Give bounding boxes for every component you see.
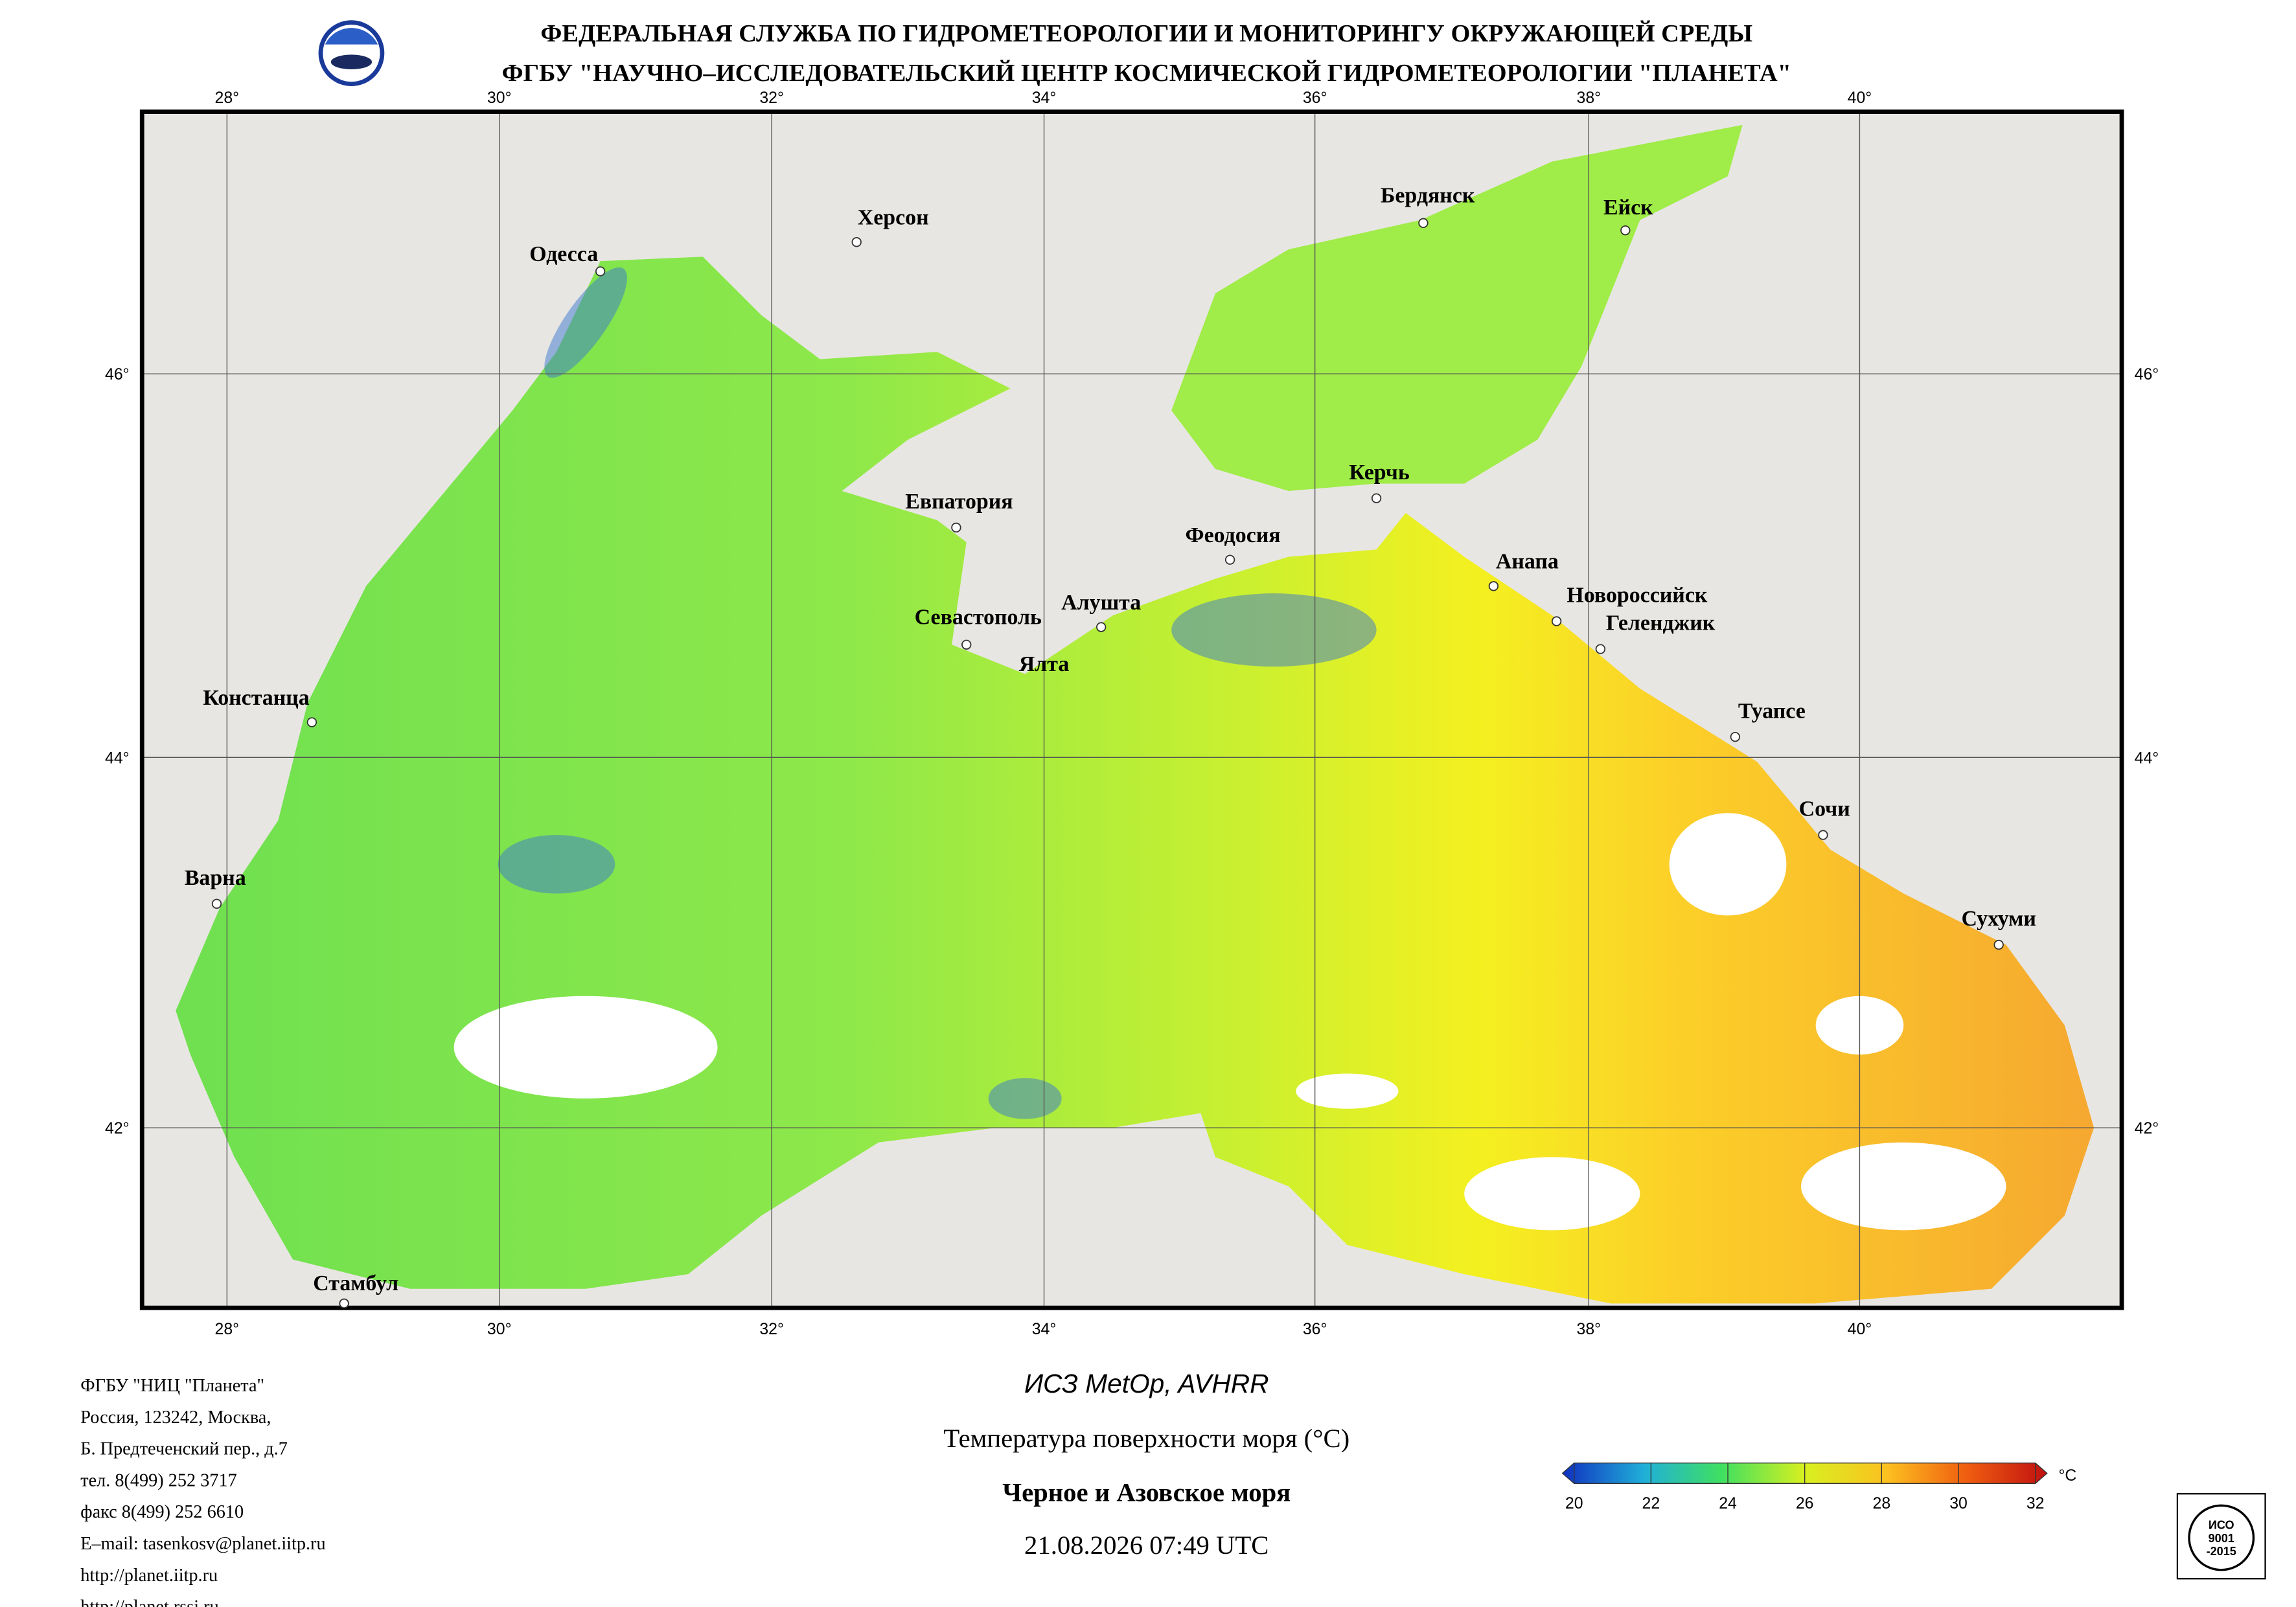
city-dot <box>1418 218 1429 229</box>
city-label: Туапсе <box>1738 699 1806 723</box>
contact-line: E–mail: tasenkosv@planet.iitp.ru <box>80 1534 325 1554</box>
city-dot <box>961 639 972 650</box>
colorbar-label: 26 <box>1796 1494 1814 1512</box>
city-dot <box>1818 830 1828 840</box>
lon-label: 30° <box>487 89 512 107</box>
graticule <box>142 111 2122 1308</box>
city-label: Ялта <box>1019 652 1070 676</box>
header-line: ФЕДЕРАЛЬНАЯ СЛУЖБА ПО ГИДРОМЕТЕОРОЛОГИИ … <box>540 20 1752 47</box>
agency-logo <box>318 20 385 87</box>
city-label: Анапа <box>1496 550 1559 574</box>
city-dot <box>1993 939 2004 950</box>
lon-label: 36° <box>1303 1320 1327 1338</box>
city-dot <box>851 237 862 247</box>
city-label: Сухуми <box>1962 907 2036 931</box>
city-label: Севастополь <box>915 606 1042 630</box>
azov-sea <box>1171 124 1743 491</box>
city-label: Стамбул <box>313 1271 398 1295</box>
city-label: Геленджик <box>1606 611 1716 635</box>
city-label: Новороссийск <box>1567 584 1707 608</box>
city-dot <box>595 266 606 277</box>
contact-line: http://planet.rssi.ru <box>80 1597 218 1607</box>
lat-label: 42° <box>105 1119 130 1137</box>
city-dot <box>306 717 317 727</box>
lat-label: 46° <box>105 365 130 383</box>
lon-label: 38° <box>1577 89 1601 107</box>
cold-patches <box>498 267 1377 1119</box>
satellite: ИСЗ MetOp, AVHRR <box>1024 1369 1269 1398</box>
contact-line: факс 8(499) 252 6610 <box>80 1502 244 1522</box>
cert-line: ИСО <box>2209 1518 2234 1531</box>
lon-label: 32° <box>759 89 784 107</box>
lat-label: 44° <box>2135 749 2159 767</box>
colorbar-label: 20 <box>1565 1494 1583 1512</box>
contact-line: Россия, 123242, Москва, <box>80 1408 271 1428</box>
region: Черное и Азовское моря <box>1002 1477 1291 1507</box>
parameter: Температура поверхности моря (°C) <box>943 1424 1349 1453</box>
lon-label: 32° <box>759 1320 784 1338</box>
map-frame <box>139 109 2124 1310</box>
city-label: Феодосия <box>1186 523 1281 547</box>
colorbar-label: 24 <box>1719 1494 1737 1512</box>
contact-line: ФГБУ "НИЦ "Планета" <box>80 1376 264 1396</box>
lon-label: 30° <box>487 1320 512 1338</box>
colorbar-label: 32 <box>2026 1494 2045 1512</box>
contact-line: Б. Предтеченский пер., д.7 <box>80 1439 288 1459</box>
city-label: Одесса <box>529 242 598 266</box>
colorbar: 20 22 24 26 28 30 32 °C <box>1561 1463 2076 1512</box>
lon-label: 38° <box>1577 1320 1601 1338</box>
city-dot <box>1224 554 1235 565</box>
lon-label: 34° <box>1032 1320 1057 1338</box>
colorbar-label: 22 <box>1642 1494 1660 1512</box>
city-label: Констанца <box>203 686 309 710</box>
city-dot <box>1488 581 1499 591</box>
lon-label: 28° <box>215 89 240 107</box>
lon-label: 34° <box>1032 89 1057 107</box>
city-dot <box>211 898 222 909</box>
datetime: 21.08.2026 07:49 UTC <box>1024 1531 1269 1560</box>
city-dot <box>1371 493 1382 503</box>
city-label: Сочи <box>1799 797 1850 821</box>
city-dot <box>339 1298 349 1309</box>
city-label: Варна <box>185 866 246 890</box>
lon-label: 40° <box>1848 89 1872 107</box>
lon-label: 28° <box>215 1320 240 1338</box>
lat-label: 44° <box>105 749 130 767</box>
contact-line: тел. 8(499) 252 3717 <box>80 1470 236 1490</box>
city-label: Бердянск <box>1381 184 1475 208</box>
city-dot <box>1730 731 1741 742</box>
city-label: Евпатория <box>905 490 1013 514</box>
sea-layer <box>176 124 2095 1304</box>
city-label: Керчь <box>1349 461 1409 484</box>
colorbar-unit: °C <box>2058 1466 2076 1485</box>
colorbar-label: 28 <box>1873 1494 1891 1512</box>
city-label: Алушта <box>1061 591 1141 615</box>
lon-label: 40° <box>1848 1320 1872 1338</box>
city-dot <box>1620 225 1631 236</box>
city-dot <box>1551 616 1562 626</box>
lat-label: 42° <box>2135 1119 2159 1137</box>
city-label: Херсон <box>858 206 929 230</box>
cloud-patches <box>453 813 2006 1231</box>
cert-line: 9001 <box>2209 1532 2234 1545</box>
city-dot <box>951 522 961 533</box>
header-line: ФГБУ "НАУЧНО–ИССЛЕДОВАТЕЛЬСКИЙ ЦЕНТР КОС… <box>502 60 1791 87</box>
lat-label: 46° <box>2135 365 2159 383</box>
cert-line: -2015 <box>2207 1545 2236 1558</box>
city-label: Ейск <box>1603 196 1653 220</box>
city-dot <box>1096 622 1107 632</box>
city-dot <box>1595 644 1606 654</box>
contact-line: http://planet.iitp.ru <box>80 1566 218 1586</box>
lon-label: 36° <box>1303 89 1327 107</box>
colorbar-label: 30 <box>1949 1494 1968 1512</box>
